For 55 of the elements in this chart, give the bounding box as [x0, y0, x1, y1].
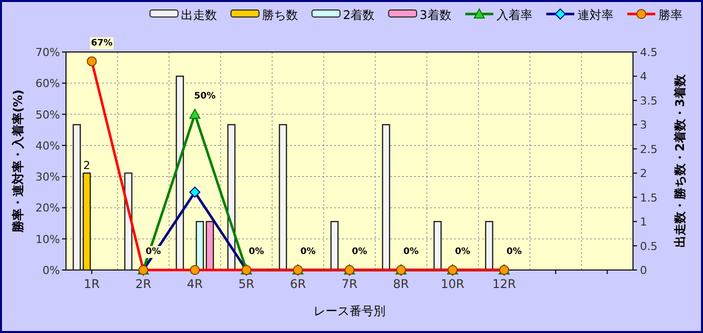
y-tick-label: 60% — [36, 77, 60, 90]
legend-label: 出走数 — [181, 8, 217, 22]
y2-tick-label: 1 — [640, 216, 647, 229]
data-label: 0% — [146, 247, 161, 257]
legend-label: 3着数 — [420, 8, 452, 22]
data-label: 67% — [91, 38, 113, 48]
x-tick-label: 8R — [393, 277, 410, 291]
bar — [278, 124, 288, 271]
y-tick-label: 30% — [36, 170, 60, 184]
y-tick-label: 20% — [36, 202, 60, 215]
x-tick-label: 1R — [84, 277, 100, 291]
x-tick-label: 4R — [186, 277, 203, 291]
data-label: 0% — [248, 247, 264, 257]
bar — [176, 76, 184, 271]
y-tick-label: 40% — [36, 139, 60, 152]
y2-tick-label: 2.5 — [640, 142, 658, 156]
x-tick-label: 5R — [238, 277, 254, 291]
data-label: 0% — [300, 247, 316, 257]
bar — [485, 220, 494, 271]
x-tick-label: 6R — [290, 277, 306, 291]
y2-tick-label: 3 — [640, 118, 647, 132]
y-tick-label: 70% — [36, 46, 60, 59]
y-tick-label: 10% — [36, 232, 60, 246]
data-label: 0% — [506, 247, 522, 257]
legend-label: 入着率 — [496, 8, 532, 22]
y2-tick-label: 0 — [640, 264, 647, 277]
data-label: 2 — [83, 159, 90, 172]
legend-label: 勝率 — [658, 8, 682, 22]
y2-tick-label: 3.5 — [640, 94, 658, 108]
y2-tick-label: 4.5 — [640, 46, 658, 59]
y2-tick-label: 4 — [640, 70, 647, 84]
bar — [330, 220, 339, 271]
x-tick-label: 12R — [492, 277, 516, 291]
point — [189, 186, 200, 198]
bar — [433, 220, 442, 271]
data-label: 0% — [454, 247, 470, 257]
legend-label: 連対率 — [577, 8, 614, 22]
point — [189, 108, 200, 119]
y-tick-label: 50% — [36, 108, 60, 122]
x-tick-label: 10R — [440, 277, 464, 291]
x-tick-label: 2R — [135, 277, 152, 291]
data-label: 0% — [352, 247, 368, 257]
y2-tick-label: 0.5 — [640, 240, 658, 253]
y2-axis-title: 出走数・勝ち数・2着数・3着数 — [673, 74, 687, 248]
y2-tick-label: 2 — [640, 167, 647, 180]
x-axis-title: レース番号別 — [314, 304, 386, 318]
data-label: 50% — [194, 91, 216, 102]
legend-label: 勝ち数 — [262, 8, 298, 22]
y-tick-label: 0% — [42, 264, 60, 277]
y-axis-title: 勝率・連対率・入着率(%) — [11, 90, 25, 234]
data-label: 0% — [403, 247, 419, 257]
bar — [382, 124, 390, 271]
y2-tick-label: 1.5 — [640, 191, 658, 204]
x-tick-label: 7R — [342, 277, 358, 291]
legend-label: 2着数 — [343, 8, 375, 22]
